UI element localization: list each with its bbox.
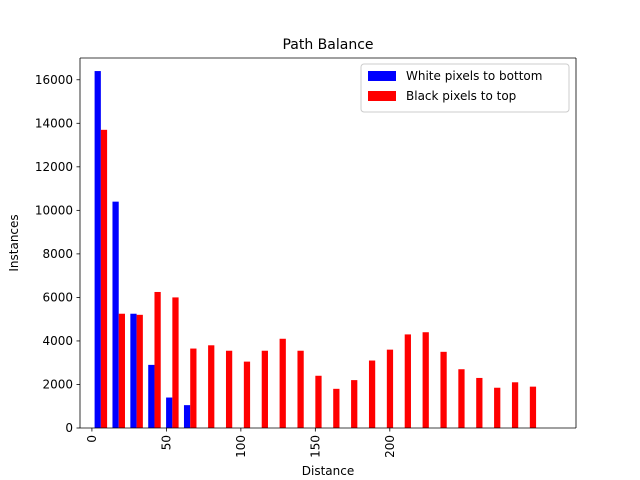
x-tick-label: 0 (85, 435, 99, 443)
bar-black-10 (279, 338, 286, 428)
x-tick-label: 150 (308, 435, 322, 458)
bar-black-21 (476, 377, 483, 428)
bar-black-8 (243, 361, 251, 428)
legend-swatch-0 (368, 71, 396, 81)
y-tick-label: 0 (65, 421, 73, 435)
legend-swatch-1 (368, 91, 396, 101)
bar-white-1 (112, 201, 119, 428)
legend: White pixels to bottom Black pixels to to… (360, 63, 570, 113)
bar-black-6 (208, 345, 215, 428)
bar-black-23 (511, 382, 519, 428)
bar-black-16 (386, 349, 394, 428)
bar-black-14 (351, 380, 358, 428)
bar-black-20 (458, 369, 465, 428)
x-tick-label: 50 (159, 435, 173, 450)
x-tick-label: 100 (234, 435, 248, 458)
bar-black-22 (494, 387, 501, 428)
y-tick-label: 16000 (35, 73, 73, 87)
bar-black-24 (529, 386, 537, 428)
bar-black-2 (136, 314, 143, 428)
bar-white-4 (166, 397, 173, 428)
bar-black-5 (190, 348, 197, 428)
bars-group (94, 71, 537, 428)
plot-background (80, 58, 576, 428)
y-tick-label: 8000 (42, 247, 73, 261)
x-axis-label: Distance (302, 464, 354, 478)
legend-frame (360, 63, 570, 113)
bar-white-5 (183, 405, 191, 428)
y-tick-label: 10000 (35, 203, 73, 217)
x-tick-label: 200 (383, 435, 397, 458)
bar-black-11 (297, 350, 304, 428)
bar-white-3 (148, 364, 155, 428)
bar-black-9 (261, 350, 268, 428)
bar-black-17 (404, 334, 411, 428)
bar-black-15 (368, 360, 376, 428)
y-tick-label: 14000 (35, 116, 73, 130)
bar-black-0 (100, 129, 108, 428)
chart-title: Path Balance (282, 37, 373, 53)
legend-label-0: White pixels to bottom (406, 69, 542, 83)
axes-group: 0 2000 4000 6000 8000 10000 12000 14000 16000 0 50… (35, 57, 577, 458)
bar-white-0 (94, 71, 101, 428)
bar-black-4 (172, 297, 179, 428)
y-axis-label: Instances (7, 214, 21, 271)
y-tick-label: 6000 (42, 290, 73, 304)
bar-black-13 (333, 388, 340, 428)
bar-white-2 (130, 313, 137, 428)
bar-black-12 (315, 375, 322, 428)
bar-black-1 (118, 313, 125, 428)
legend-label-1: Black pixels to top (406, 89, 516, 103)
bar-black-19 (440, 351, 447, 428)
bar-black-3 (154, 291, 161, 428)
bar-black-7 (225, 350, 233, 428)
y-tick-label: 2000 (42, 377, 73, 391)
y-tick-label: 4000 (42, 334, 73, 348)
bar-black-18 (422, 332, 429, 428)
y-tick-label: 12000 (35, 160, 73, 174)
